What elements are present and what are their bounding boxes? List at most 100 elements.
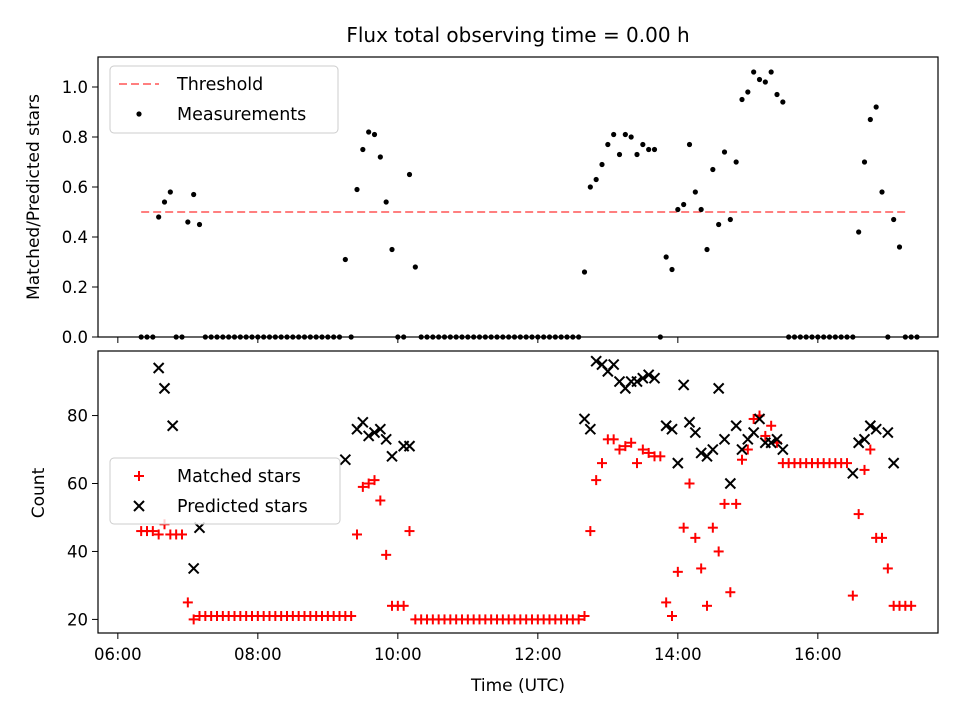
matched-star-point [877,532,887,543]
matched-star-point [177,529,187,540]
legend-matched-label: Matched stars [177,467,301,487]
matched-star-point [661,597,672,608]
predicted-star-point [730,420,742,432]
matched-star-point [667,611,677,622]
measurement-point [879,189,885,195]
measurement-point [809,334,815,340]
matched-star-point [865,444,876,455]
measurement-point [342,256,348,263]
measurement-point [651,146,658,153]
legend-threshold-label: Threshold [176,75,263,95]
measurement-point [628,134,634,140]
matched-star-point [731,498,742,509]
measurement-point [768,69,774,75]
matched-star-point [847,590,858,601]
measurement-point [179,334,185,340]
measurement-point [710,166,716,173]
measurement-point [138,334,144,340]
measurement-point [780,99,786,105]
predicted-star-point [648,372,661,384]
measurement-point [622,131,628,138]
predicted-star-point [677,379,690,391]
matched-star-point [398,600,409,611]
measurement-point [266,334,273,340]
measurement-point [459,334,465,340]
predicted-star-point [695,447,707,459]
measurement-point [716,221,722,228]
matched-star-point [182,597,193,608]
measurement-point [593,176,599,183]
top-y-tick-label: 0.0 [62,328,88,347]
measurement-point [850,334,856,340]
matched-star-point [620,441,631,452]
matched-star-point [737,454,747,465]
bottom-y-tick-label: 40 [67,542,88,561]
predicted-star-point [368,426,381,439]
measurement-point [453,334,459,340]
measurement-point [821,334,827,340]
measurement-point [908,334,914,340]
measurement-point [261,334,267,340]
matched-star-point [702,600,712,611]
predicted-star-point [578,413,591,425]
measurement-point [296,334,302,340]
measurement-point [290,334,296,340]
matched-star-point [153,529,164,540]
bottom-y-tick-label: 60 [67,475,88,494]
predicted-star-point [771,433,783,446]
measurement-point [587,184,593,190]
predicted-star-point [380,433,392,446]
top-y-axis-label: Matched/Predicted stars [24,94,44,300]
matched-star-point [147,526,158,537]
measurement-point [226,334,232,340]
matched-star-point [632,458,642,469]
predicted-star-point [777,443,789,456]
measurement-point [581,269,588,275]
measurement-point [144,334,150,340]
matched-star-point [188,614,199,625]
measurement-point [319,334,325,340]
matched-star-point [381,549,392,560]
matched-star-point [637,444,648,455]
measurement-point [745,89,751,95]
predicted-star-point [736,443,748,456]
matched-star-point [748,413,759,424]
measurement-point [243,334,249,340]
measurement-point [611,131,617,138]
measurement-point [616,151,623,158]
measurement-point [406,171,413,178]
measurement-point [331,334,337,340]
measurement-point [471,334,477,340]
measurement-point [756,76,763,83]
predicted-star-point [607,358,620,371]
measurement-point [541,334,547,340]
predicted-star-point [403,440,416,452]
measurement-point [686,141,693,148]
top-panel: 0.0 0.2 0.4 0.6 0.8 1.0 Matched/Predicted sta… [24,56,939,347]
measurement-point [867,116,873,123]
matched-star-point [690,532,701,543]
measurement-point [640,141,646,148]
measurement-point [564,334,570,340]
measurement-point [476,334,483,340]
x-tick-label: 16:00 [794,645,842,664]
measurement-point [278,334,284,340]
bottom-x-ticks: 06:00 08:00 10:00 12:00 14:00 16:00 [94,633,842,664]
matched-star-point [882,563,893,574]
matched-star-point [742,444,753,455]
top-x-ticks [117,337,819,343]
predicted-star-point [374,423,387,435]
bottom-y-ticks: 20 40 60 80 [67,407,98,629]
measurement-point [336,334,343,340]
measurement-point [430,334,436,340]
predicted-star-point [187,562,200,575]
measurement-point [762,79,768,85]
bottom-marks [136,355,917,625]
predicted-star-point [339,454,352,466]
measurement-point [325,334,331,340]
predicted-star-point [683,416,696,429]
measurement-point [885,334,891,340]
measurement-point [646,146,652,153]
matched-star-point [707,522,718,533]
